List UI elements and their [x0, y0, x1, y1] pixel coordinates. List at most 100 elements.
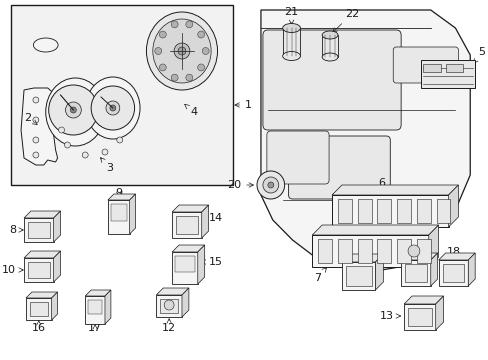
Bar [438, 260, 468, 286]
Bar [407, 308, 431, 326]
Ellipse shape [282, 23, 300, 32]
Circle shape [65, 102, 81, 118]
Bar [422, 64, 440, 72]
Ellipse shape [85, 77, 140, 139]
Circle shape [178, 47, 185, 55]
Circle shape [174, 43, 189, 59]
Text: 22: 22 [332, 9, 358, 32]
Bar [24, 258, 54, 282]
Polygon shape [447, 185, 457, 227]
Text: 5: 5 [473, 47, 484, 63]
Text: 11: 11 [351, 247, 365, 261]
Bar [312, 235, 428, 267]
Text: 20: 20 [226, 180, 253, 190]
Bar [176, 216, 197, 234]
Polygon shape [26, 292, 58, 298]
Text: 14: 14 [202, 213, 223, 223]
Bar [28, 222, 50, 238]
Bar [377, 239, 390, 263]
Bar [400, 260, 430, 286]
Polygon shape [261, 10, 469, 270]
Bar [341, 262, 375, 290]
Bar [30, 302, 48, 316]
Bar [337, 239, 351, 263]
Bar [11, 5, 233, 185]
Circle shape [202, 48, 209, 54]
Polygon shape [172, 205, 208, 212]
Bar [108, 200, 129, 234]
Bar [322, 35, 337, 57]
Bar [172, 212, 202, 238]
Polygon shape [156, 288, 188, 295]
Bar [416, 199, 430, 223]
FancyBboxPatch shape [288, 136, 389, 199]
Polygon shape [129, 194, 135, 234]
Polygon shape [24, 211, 61, 218]
Polygon shape [428, 225, 438, 267]
Circle shape [155, 48, 162, 54]
Bar [282, 28, 300, 56]
Bar [24, 218, 54, 242]
Bar [160, 299, 178, 313]
Circle shape [110, 105, 116, 111]
Bar [318, 239, 331, 263]
Circle shape [33, 97, 39, 103]
Text: 10: 10 [2, 265, 23, 275]
Circle shape [197, 64, 204, 71]
Text: 12: 12 [162, 319, 176, 333]
Polygon shape [375, 254, 383, 290]
Circle shape [91, 86, 134, 130]
Bar [156, 295, 182, 317]
Text: 4: 4 [184, 104, 197, 117]
Polygon shape [438, 253, 474, 260]
Circle shape [117, 137, 122, 143]
Bar [28, 262, 50, 278]
Text: 21: 21 [284, 7, 298, 24]
Ellipse shape [46, 78, 105, 146]
Circle shape [263, 177, 278, 193]
Polygon shape [24, 251, 61, 258]
FancyBboxPatch shape [266, 131, 328, 184]
Polygon shape [105, 290, 111, 324]
Polygon shape [85, 290, 111, 296]
Text: 7: 7 [313, 267, 326, 283]
Text: 17: 17 [88, 323, 102, 333]
Polygon shape [435, 296, 443, 330]
Polygon shape [197, 245, 204, 284]
Polygon shape [108, 194, 135, 200]
Ellipse shape [153, 19, 211, 83]
Bar [403, 304, 435, 330]
Bar [420, 60, 474, 88]
Polygon shape [403, 296, 443, 304]
Ellipse shape [33, 38, 58, 52]
Bar [88, 300, 102, 314]
Circle shape [102, 149, 108, 155]
Bar [85, 296, 105, 324]
Circle shape [33, 137, 39, 143]
Polygon shape [341, 254, 383, 262]
Circle shape [267, 182, 273, 188]
Bar [331, 195, 447, 227]
Text: 3: 3 [100, 158, 113, 173]
Circle shape [171, 74, 178, 81]
Polygon shape [400, 253, 437, 260]
Ellipse shape [322, 53, 337, 61]
Circle shape [33, 117, 39, 123]
Bar [357, 199, 371, 223]
Bar [111, 204, 126, 221]
Ellipse shape [146, 12, 217, 90]
Polygon shape [468, 253, 474, 286]
Circle shape [64, 142, 70, 148]
Bar [337, 199, 351, 223]
Polygon shape [21, 88, 58, 165]
Circle shape [59, 127, 64, 133]
Circle shape [49, 85, 98, 135]
Text: 16: 16 [32, 320, 46, 333]
Bar [377, 199, 390, 223]
Bar [172, 252, 197, 284]
Polygon shape [202, 205, 208, 238]
Text: 18: 18 [446, 247, 460, 260]
Bar [442, 264, 464, 282]
Text: 1: 1 [234, 100, 252, 110]
Bar [345, 266, 371, 286]
